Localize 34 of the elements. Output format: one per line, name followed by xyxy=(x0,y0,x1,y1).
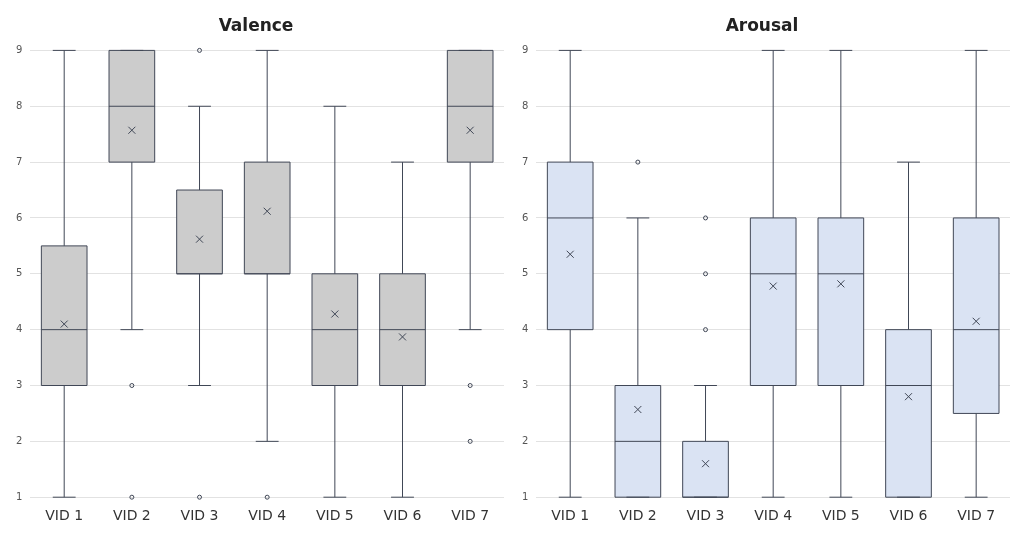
y-tick-label: 9 xyxy=(521,43,529,55)
y-tick-label: 9 xyxy=(15,43,23,55)
x-tick-label: VID 3 xyxy=(180,507,219,524)
x-tick-label: VID 5 xyxy=(821,507,860,524)
y-tick-label: 7 xyxy=(15,155,23,167)
y-tick-label: 5 xyxy=(521,267,529,279)
y-tick-label: 1 xyxy=(521,490,529,502)
x-tick-label: VID 2 xyxy=(618,507,657,524)
x-tick-label: VID 1 xyxy=(551,507,590,524)
x-tick-label: VID 1 xyxy=(45,507,84,524)
x-tick-label: VID 4 xyxy=(248,507,287,524)
y-tick-label: 1 xyxy=(15,490,23,502)
x-tick-label: VID 3 xyxy=(686,507,725,524)
x-tick-label: VID 7 xyxy=(957,507,996,524)
y-tick-label: 3 xyxy=(15,379,23,391)
y-tick-label: 7 xyxy=(521,155,529,167)
y-tick-label: 8 xyxy=(15,99,23,111)
y-tick-label: 3 xyxy=(521,379,529,391)
y-tick-label: 6 xyxy=(15,211,23,223)
y-tick-label: 2 xyxy=(521,434,529,446)
y-tick-label: 4 xyxy=(15,323,23,335)
x-tick-label: VID 6 xyxy=(383,507,422,524)
chart-title: Arousal xyxy=(725,14,799,35)
y-tick-label: 6 xyxy=(521,211,529,223)
x-tick-label: VID 4 xyxy=(754,507,793,524)
x-tick-label: VID 5 xyxy=(315,507,354,524)
y-tick-label: 5 xyxy=(15,267,23,279)
x-tick-label: VID 7 xyxy=(451,507,490,524)
x-tick-label: VID 2 xyxy=(112,507,151,524)
y-tick-label: 8 xyxy=(521,99,529,111)
y-tick-label: 4 xyxy=(521,323,529,335)
y-tick-label: 2 xyxy=(15,434,23,446)
chart-title: Valence xyxy=(218,14,294,35)
x-tick-label: VID 6 xyxy=(889,507,928,524)
